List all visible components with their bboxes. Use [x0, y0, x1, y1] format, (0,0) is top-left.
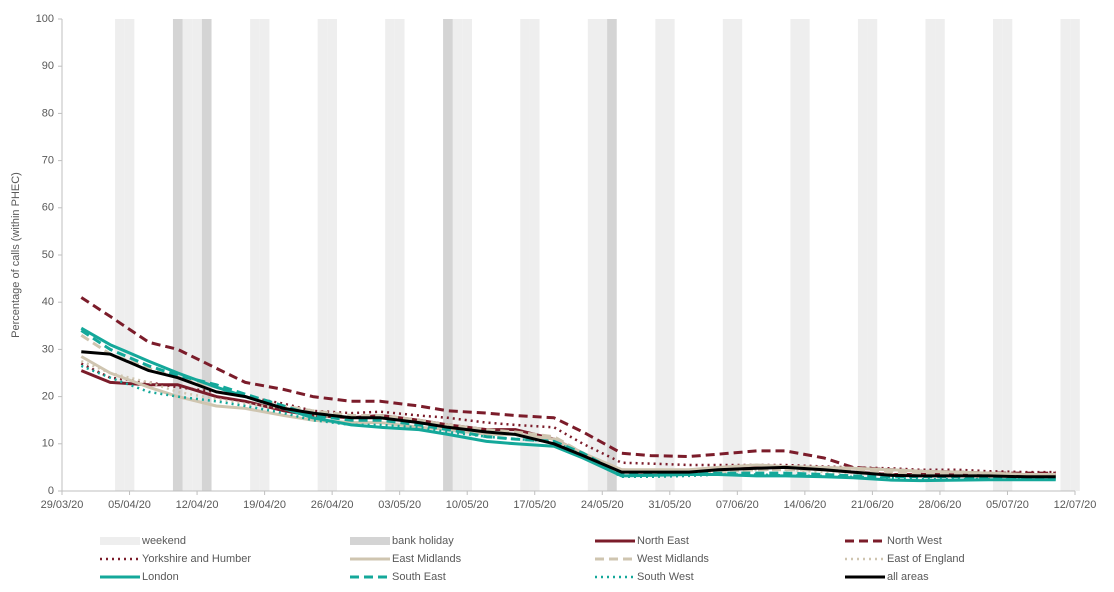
legend-label: West Midlands	[637, 553, 709, 565]
band	[587, 19, 598, 491]
band	[607, 19, 617, 491]
band	[250, 19, 260, 491]
band	[452, 19, 463, 491]
band	[857, 19, 868, 491]
x-tick-label: 03/05/20	[378, 499, 421, 511]
legend-label: Yorkshire and Humber	[142, 553, 251, 565]
y-tick-label: 80	[42, 107, 54, 119]
band	[182, 19, 193, 491]
band	[327, 19, 337, 491]
series-line	[80, 326, 1056, 483]
band	[259, 19, 270, 491]
x-tick-label: 05/04/20	[108, 499, 151, 511]
y-tick-label: 30	[42, 343, 54, 355]
series-line	[81, 350, 1056, 479]
y-tick-label: 60	[42, 202, 54, 214]
series-line	[80, 364, 1056, 481]
band	[1002, 19, 1013, 491]
x-tick-label: 14/06/20	[783, 499, 826, 511]
band	[462, 19, 473, 491]
band	[115, 19, 125, 491]
band	[800, 19, 810, 491]
y-tick-label: 10	[42, 438, 54, 450]
band	[1060, 19, 1071, 491]
x-tick-label: 28/06/20	[919, 499, 962, 511]
y-tick-label: 20	[42, 391, 54, 403]
band	[124, 19, 135, 491]
y-tick-label: 100	[36, 13, 54, 25]
x-tick-label: 17/05/20	[513, 499, 556, 511]
band	[664, 19, 675, 491]
band	[192, 19, 202, 491]
legend-swatch	[350, 537, 390, 545]
legend-label: East of England	[887, 553, 965, 565]
y-tick-label: 90	[42, 60, 54, 72]
band	[722, 19, 733, 491]
x-tick-label: 07/06/20	[716, 499, 759, 511]
legend-label: London	[142, 571, 179, 583]
series-line	[80, 355, 1056, 476]
legend-label: bank holiday	[392, 535, 454, 547]
x-tick-label: 29/03/20	[41, 499, 84, 511]
x-tick-label: 24/05/20	[581, 499, 624, 511]
legend-label: East Midlands	[392, 553, 462, 565]
x-tick-label: 26/04/20	[311, 499, 354, 511]
y-tick-label: 50	[42, 249, 54, 261]
band	[201, 19, 212, 491]
legend-label: North East	[637, 535, 689, 547]
band	[385, 19, 395, 491]
legend-label: all areas	[887, 571, 929, 583]
y-tick-label: 70	[42, 155, 54, 167]
band	[790, 19, 801, 491]
legend-label: weekend	[141, 535, 186, 547]
band	[443, 19, 453, 491]
band	[1070, 19, 1080, 491]
band	[732, 19, 743, 491]
x-tick-label: 19/04/20	[243, 499, 286, 511]
x-tick-label: 05/07/20	[986, 499, 1029, 511]
band	[172, 19, 183, 491]
legend-label: South West	[637, 571, 694, 583]
band	[597, 19, 608, 491]
x-tick-label: 10/05/20	[446, 499, 489, 511]
band	[655, 19, 665, 491]
band	[394, 19, 405, 491]
band	[925, 19, 936, 491]
y-tick-label: 40	[42, 296, 54, 308]
legend-label: North West	[887, 535, 942, 547]
x-tick-label: 31/05/20	[648, 499, 691, 511]
y-axis-label: Percentage of calls (within PHEC)	[10, 172, 22, 338]
band	[529, 19, 540, 491]
legend-label: South East	[392, 571, 446, 583]
y-tick-label: 0	[48, 485, 54, 497]
x-tick-label: 12/04/20	[176, 499, 219, 511]
x-tick-label: 21/06/20	[851, 499, 894, 511]
band	[992, 19, 1003, 491]
series-line	[80, 360, 1056, 479]
band	[935, 19, 945, 491]
band	[520, 19, 530, 491]
band	[867, 19, 878, 491]
series-line	[80, 362, 1056, 474]
x-tick-label: 12/07/20	[1054, 499, 1097, 511]
band	[317, 19, 328, 491]
legend-swatch	[100, 537, 140, 545]
